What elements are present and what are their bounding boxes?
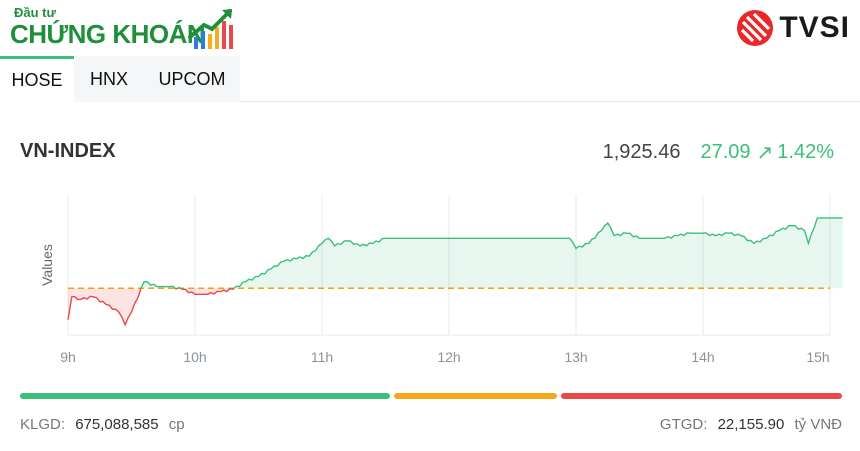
tvsi-brand[interactable]: TVSI <box>735 8 850 48</box>
gtgd-value: 22,155.90 <box>717 416 785 433</box>
x-tick-label: 13h <box>564 349 587 365</box>
logo-big-text: CHỨNG KHOÁN <box>10 19 206 49</box>
arrow-up-icon: ↗ <box>756 142 774 164</box>
chart-grid <box>67 195 831 336</box>
chart-areas <box>68 217 843 325</box>
x-axis-ticks: 9h 10h 11h 12h 13h 14h 15h <box>60 349 829 365</box>
tab-upcom[interactable]: UPCOM <box>144 56 240 102</box>
index-line-down <box>67 287 142 327</box>
klgd-unit: cp <box>168 416 185 433</box>
gtgd-summary: GTGD: 22,155.90 tỷ VNĐ <box>660 416 842 433</box>
logo-small-text: Đầu tư <box>14 5 56 20</box>
area-above-reference <box>234 217 843 289</box>
index-values: 1,925.46 27.09 ↗ 1.42% <box>603 140 834 165</box>
x-tick-label: 10h <box>183 349 206 365</box>
brand-name: TVSI <box>779 11 850 44</box>
x-tick-label: 11h <box>311 349 333 365</box>
x-tick-label: 9h <box>60 349 76 365</box>
tab-hose[interactable]: HOSE <box>0 56 74 102</box>
index-line-down <box>180 287 235 296</box>
index-line-down <box>174 287 178 290</box>
index-line-up <box>233 217 843 289</box>
gtgd-unit: tỷ VNĐ <box>794 416 842 433</box>
decliners-bar <box>561 393 842 399</box>
tvsi-logo-icon <box>737 10 774 46</box>
unchanged-bar <box>394 393 558 399</box>
chart-lines <box>67 217 843 327</box>
klgd-label: KLGD: <box>20 416 66 433</box>
tab-hnx[interactable]: HNX <box>74 56 144 102</box>
index-change-percent: 1.42% <box>777 141 834 163</box>
x-tick-label: 15h <box>806 349 829 365</box>
growth-chart-icon <box>188 9 233 49</box>
index-name: VN-INDEX <box>20 140 116 162</box>
site-logo[interactable]: Đầu tư CHỨNG KHOÁN <box>10 5 240 53</box>
x-tick-label: 12h <box>437 349 460 365</box>
index-line-up <box>177 286 181 289</box>
index-line-up <box>140 280 176 289</box>
index-change: 27.09 <box>700 141 751 163</box>
area-above-reference <box>141 281 176 289</box>
index-price: 1,925.46 <box>602 141 681 163</box>
y-axis-label: Values <box>39 244 55 286</box>
intraday-chart: Values 9h 10h 11h 12h 13h 14h 15h <box>39 195 843 365</box>
advancers-bar <box>20 393 391 399</box>
area-below-reference <box>68 288 141 325</box>
x-tick-label: 14h <box>691 349 714 365</box>
gtgd-label: GTGD: <box>659 416 708 433</box>
klgd-value: 675,088,585 <box>75 416 159 433</box>
klgd-summary: KLGD: 675,088,585 cp <box>20 416 185 433</box>
exchange-tabs: HOSE HNX UPCOM <box>0 56 860 102</box>
